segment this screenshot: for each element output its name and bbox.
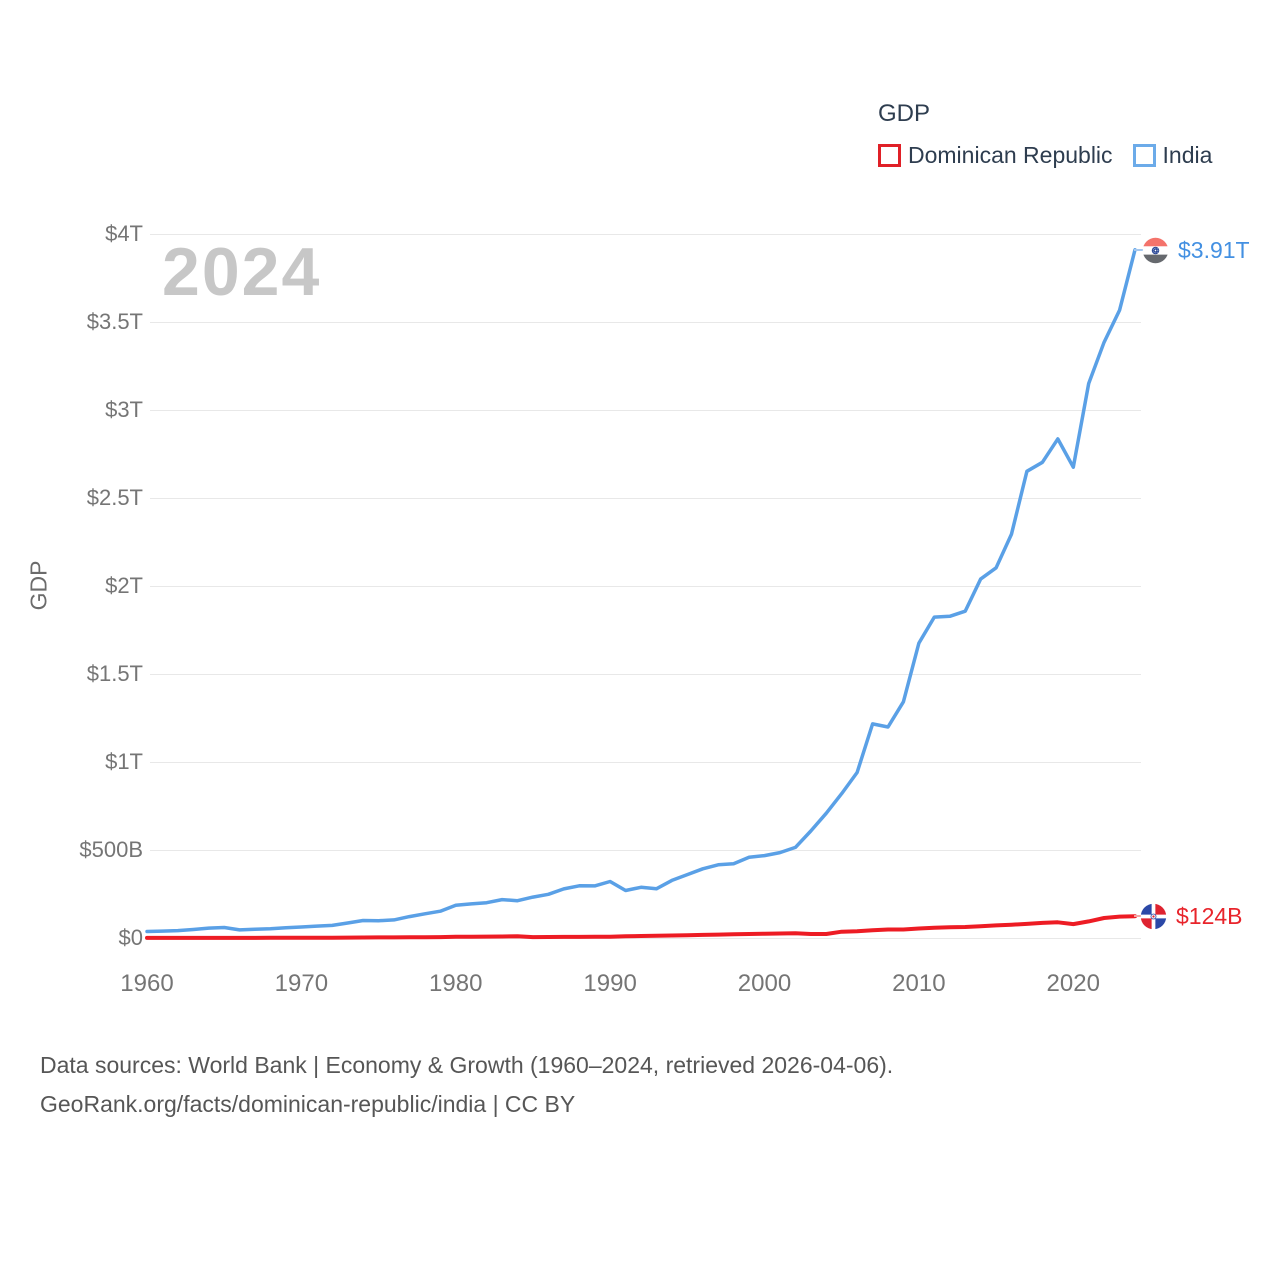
y-tick-label: $1.5T [86,661,143,686]
legend-item-india[interactable]: India [1132,142,1213,169]
watermark-year: 2024 [162,234,322,310]
footer-attribution: GeoRank.org/facts/dominican-republic/ind… [40,1091,576,1117]
footer: Data sources: World Bank | Economy & Gro… [40,1046,893,1124]
x-tick-label: 2020 [1046,970,1100,997]
y-tick-label: $500B [79,837,143,862]
gridline [150,850,1141,851]
x-tick-label: 1990 [583,970,637,997]
legend-label-india: India [1162,142,1213,168]
legend-item-dominican-republic[interactable]: Dominican Republic [878,142,1113,169]
footer-data-sources: Data sources: World Bank | Economy & Gro… [40,1052,894,1078]
legend-label-dominican-republic: Dominican Republic [908,142,1113,168]
india-flag-icon [1142,237,1169,264]
y-tick-label: $2T [105,573,143,598]
gridline [150,674,1141,675]
y-tick-label: $4T [105,221,143,246]
y-tick-label: $0 [118,925,143,950]
gridline [150,498,1141,499]
gridline [150,938,1141,939]
legend: GDP Dominican Republic India [878,100,1212,169]
legend-swatch-india [1132,144,1156,167]
legend-title: GDP [878,100,931,127]
x-tick-label: 2010 [892,970,946,997]
dominican-republic-flag-icon [1140,903,1167,930]
india-end-value-label: $3.91T [1178,237,1250,263]
gridline [150,234,1141,235]
x-tick-label: 1970 [274,970,329,997]
gridline [150,410,1141,411]
y-tick-label: $3.5T [86,309,143,334]
x-tick-label: 2000 [737,970,792,997]
dominican-republic-end-value-label: $124B [1176,903,1243,929]
legend-swatch-dominican-republic [878,144,901,167]
x-tick-label: 1960 [120,970,174,997]
x-tick-label: 1980 [429,970,483,997]
y-tick-label: $2.5T [86,485,143,510]
gridline [150,322,1141,323]
gridline [150,762,1141,763]
y-tick-label: $1T [105,749,143,774]
y-tick-label: $3T [105,397,143,422]
line-india [145,248,1137,934]
gridline [150,586,1141,587]
line-dominican-republic [145,914,1137,940]
legend-items: Dominican Republic India [878,142,1212,169]
